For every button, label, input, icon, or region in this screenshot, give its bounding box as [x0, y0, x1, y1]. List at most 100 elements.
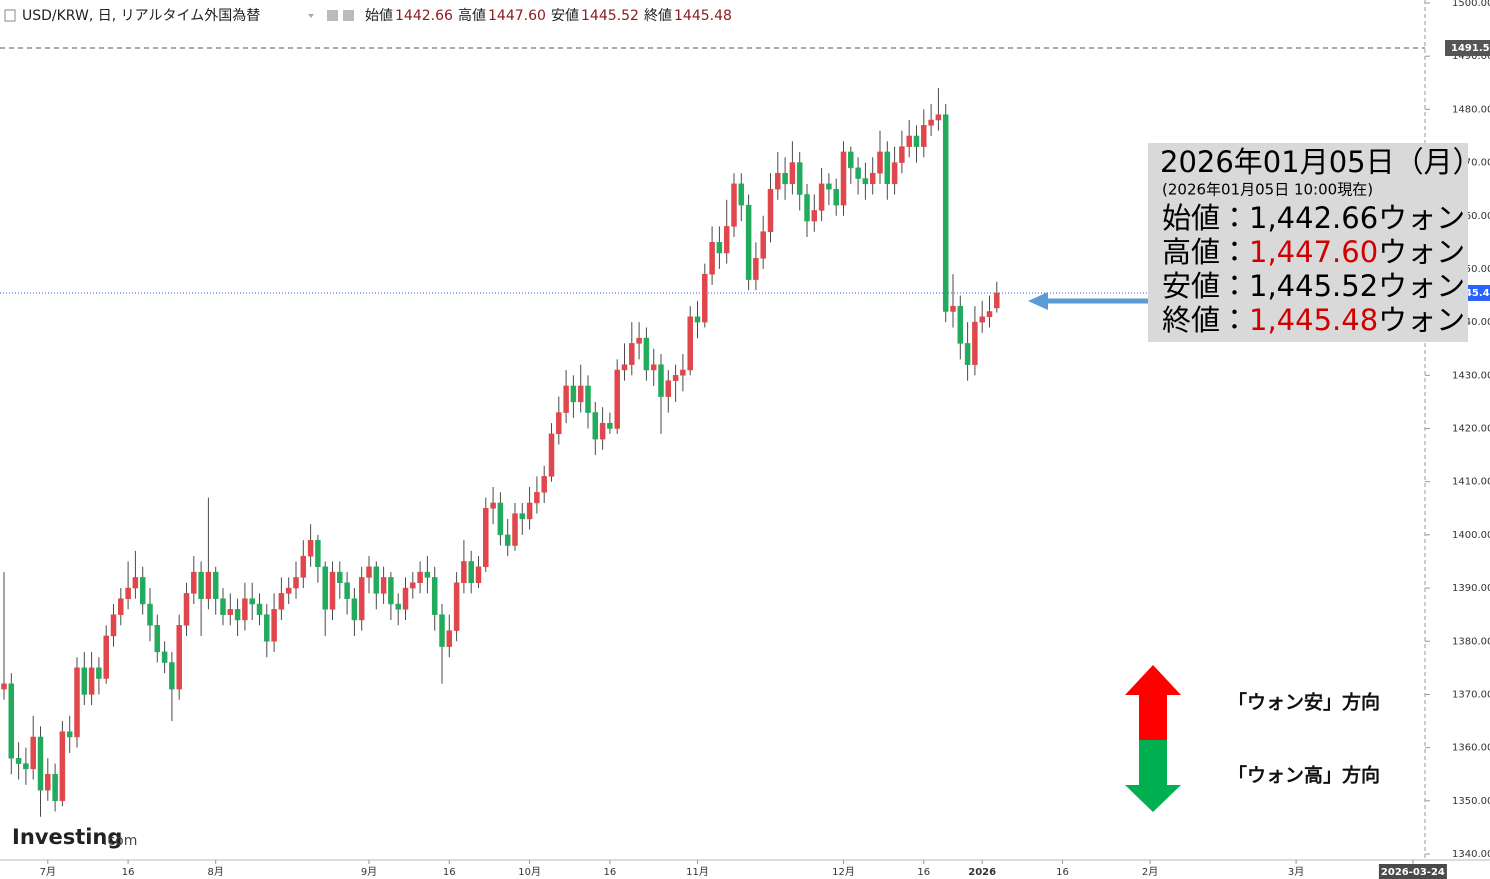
candle-body	[891, 162, 898, 185]
y-tick-label: 1410.00	[1452, 477, 1490, 488]
x-tick-label: 10月	[518, 866, 541, 878]
x-tick-label: 16	[1056, 867, 1069, 878]
logo-name: Investing	[12, 825, 122, 849]
candle-body	[293, 577, 299, 589]
x-tick-label: 3月	[1288, 866, 1304, 878]
info-row: 終値：1,445.48ウォン	[1162, 303, 1465, 337]
candle-body	[417, 571, 423, 583]
candle-body	[723, 226, 730, 254]
candle-body	[74, 667, 80, 738]
logo: Investing .com	[12, 825, 137, 849]
candle-body	[745, 204, 752, 280]
direction-down-label: 「ウォン高」方向	[1228, 764, 1380, 787]
info-row-unit: ウォン	[1378, 235, 1465, 269]
info-row-label: 終値：	[1162, 303, 1249, 337]
candle-body	[599, 422, 606, 440]
x-tick-label: 16	[604, 867, 617, 878]
candle-body	[154, 625, 161, 653]
candle-body	[373, 566, 380, 594]
candle-body	[285, 587, 292, 594]
settings-icon[interactable]	[343, 10, 354, 21]
candle-body	[110, 614, 117, 637]
candle-body	[402, 587, 409, 610]
dropdown-icon[interactable]	[308, 14, 314, 18]
y-tick-label: 1420.00	[1452, 424, 1490, 435]
candle-body	[234, 609, 241, 621]
direction-arrow: 「ウォン安」方向 「ウォン高」方向	[1125, 665, 1380, 812]
eye-icon[interactable]	[327, 10, 338, 21]
candle-body	[256, 603, 263, 615]
candle-body	[826, 183, 832, 190]
candle-body	[789, 162, 796, 185]
candle-body	[169, 662, 175, 690]
candle-body	[380, 577, 387, 594]
candle-body	[760, 231, 766, 259]
candle-body	[957, 305, 964, 344]
candle-body	[577, 385, 584, 403]
price-label-bg	[1445, 39, 1490, 56]
info-row-label: 安値：	[1162, 269, 1249, 303]
x-tick-label: 8月	[208, 866, 224, 878]
candle-body	[811, 210, 818, 222]
candle-body	[37, 736, 44, 791]
price-label: 1445.48	[1451, 288, 1490, 299]
candle-body	[680, 369, 686, 376]
candle-body	[672, 375, 679, 381]
candle-body	[753, 258, 759, 280]
candle-body	[315, 539, 321, 568]
candle-body	[300, 555, 307, 578]
candle-body	[592, 412, 599, 440]
ohlc-value: 1447.60	[488, 8, 546, 24]
x-tick-label: 11月	[686, 866, 709, 878]
candle-body	[935, 114, 942, 121]
candle-body	[906, 135, 912, 147]
candle-body	[118, 598, 124, 615]
candle-body	[534, 492, 540, 504]
arrow-head	[1028, 292, 1048, 310]
candle-body	[139, 577, 146, 605]
candle-body	[687, 316, 693, 371]
x-highlight-bg	[1378, 864, 1447, 879]
candle-body	[198, 571, 204, 599]
candle-body	[23, 763, 29, 770]
up-arrow	[1125, 665, 1181, 740]
logo-suffix: .com	[103, 833, 137, 849]
y-tick-label: 1500.00	[1452, 0, 1490, 9]
candle-body	[650, 364, 657, 371]
candle-body	[899, 146, 905, 163]
candle-body	[205, 571, 212, 599]
candle-body	[548, 433, 555, 477]
ohlc-value: 1442.66	[395, 8, 453, 24]
x-tick-label: 16	[917, 867, 930, 878]
candle-body	[614, 369, 620, 429]
candle-body	[767, 188, 774, 232]
info-row-label: 高値：	[1162, 235, 1249, 269]
candle-body	[570, 385, 577, 403]
ohlc-label: 安値	[551, 8, 579, 24]
collapse-icon[interactable]	[4, 9, 16, 22]
candle-body	[731, 183, 737, 227]
candle-body	[388, 577, 394, 605]
candle-body	[191, 571, 197, 594]
candle-body	[621, 364, 628, 371]
candle-body	[88, 667, 95, 695]
info-box-bg	[1148, 143, 1468, 342]
candle-body	[227, 609, 234, 615]
candle-body	[453, 582, 460, 631]
candle-body	[161, 651, 168, 663]
y-tick-label: 1470.00	[1452, 158, 1490, 169]
candle-body	[775, 172, 781, 190]
candle-body	[490, 502, 496, 509]
y-tick-label: 1350.00	[1452, 796, 1490, 807]
candle-body	[738, 183, 745, 206]
candle-body	[176, 625, 182, 690]
info-title: 2026年01月05日（月）	[1160, 145, 1482, 179]
y-tick-label: 1380.00	[1452, 636, 1490, 647]
candle-body	[818, 183, 825, 211]
candle-body	[446, 630, 453, 647]
candle-body	[358, 577, 365, 621]
info-row-label: 始値：	[1162, 201, 1249, 235]
candle-body	[278, 593, 285, 610]
candle-body	[322, 566, 328, 610]
